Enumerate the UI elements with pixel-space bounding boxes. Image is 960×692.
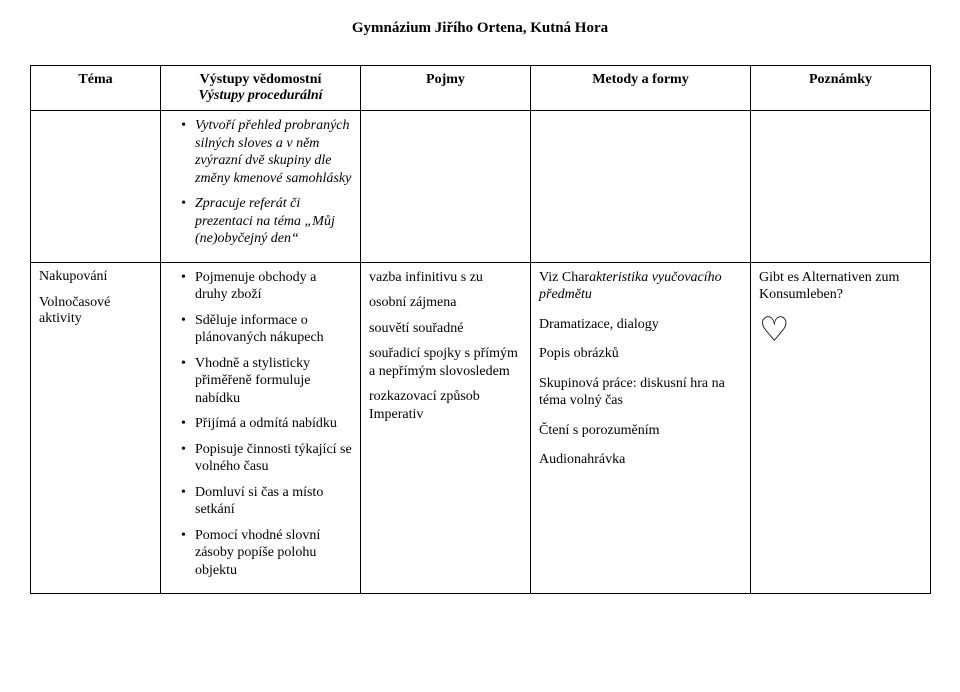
col-header-vystupy: Výstupy vědomostní Výstupy procedurální xyxy=(161,66,361,111)
col-header-metody: Metody a formy xyxy=(531,66,751,111)
metody-line: Čtení s porozuměním xyxy=(539,422,742,440)
cell-r2-c5: Gibt es Alternativen zum Konsumleben? ♡ xyxy=(751,262,931,594)
theme-line: Nakupování xyxy=(39,269,152,285)
list-item: Zpracuje referát či prezentaci na téma „… xyxy=(185,195,352,248)
cell-r2-c4: Viz Charakteristika vyučovacího předmětu… xyxy=(531,262,751,594)
cell-r1-c5 xyxy=(751,111,931,263)
metody-line: Popis obrázků xyxy=(539,345,742,363)
pojmy-line: rozkazovací způsob Imperativ xyxy=(369,388,522,423)
theme-line: Volnočasové aktivity xyxy=(39,295,152,327)
heart-icon: ♡ xyxy=(759,314,922,348)
table-row: Vytvoří přehled probraných silných slove… xyxy=(31,111,931,263)
pojmy-line: osobní zájmena xyxy=(369,294,522,312)
metody-line: Skupinová práce: diskusní hra na téma vo… xyxy=(539,375,742,410)
list-item: Pojmenuje obchody a druhy zboží xyxy=(185,269,352,304)
list-item: Pomocí vhodné slovní zásoby popíše poloh… xyxy=(185,527,352,580)
cell-r2-c2: Pojmenuje obchody a druhy zboží Sděluje … xyxy=(161,262,361,594)
list-item: Popisuje činnosti týkající se volného ča… xyxy=(185,441,352,476)
list-item: Domluví si čas a místo setkání xyxy=(185,484,352,519)
r2-c2-list: Pojmenuje obchody a druhy zboží Sděluje … xyxy=(169,269,352,580)
metody-line: Viz Charakteristika vyučovacího předmětu xyxy=(539,269,742,304)
list-item: Přijímá a odmítá nabídku xyxy=(185,415,352,433)
r1-c2-list: Vytvoří přehled probraných silných slove… xyxy=(169,117,352,248)
curriculum-table: Téma Výstupy vědomostní Výstupy procedur… xyxy=(30,65,931,594)
table-row: Nakupování Volnočasové aktivity Pojmenuj… xyxy=(31,262,931,594)
col-header-vystupy-line2: Výstupy procedurální xyxy=(169,88,352,104)
col-header-vystupy-line1: Výstupy vědomostní xyxy=(169,72,352,88)
pojmy-line: vazba infinitivu s zu xyxy=(369,269,522,287)
cell-r1-c4 xyxy=(531,111,751,263)
col-header-tema: Téma xyxy=(31,66,161,111)
col-header-poznamky: Poznámky xyxy=(751,66,931,111)
cell-r1-c3 xyxy=(361,111,531,263)
cell-r1-c1 xyxy=(31,111,161,263)
page-title: Gymnázium Jiřího Ortena, Kutná Hora xyxy=(30,20,930,37)
list-item: Vhodně a stylisticky přiměřeně formuluje… xyxy=(185,355,352,408)
cell-r1-c2: Vytvoří přehled probraných silných slove… xyxy=(161,111,361,263)
cell-r2-c3: vazba infinitivu s zu osobní zájmena sou… xyxy=(361,262,531,594)
list-item: Vytvoří přehled probraných silných slove… xyxy=(185,117,352,187)
table-header-row: Téma Výstupy vědomostní Výstupy procedur… xyxy=(31,66,931,111)
pojmy-line: souřadicí spojky s přímým a nepřímým slo… xyxy=(369,345,522,380)
poznamky-line: Gibt es Alternativen zum Konsumleben? xyxy=(759,269,922,304)
list-item: Sděluje informace o plánovaných nákupech xyxy=(185,312,352,347)
metody-line: Dramatizace, dialogy xyxy=(539,316,742,334)
metody-text: Viz Char xyxy=(539,270,589,285)
metody-line: Audionahrávka xyxy=(539,451,742,469)
pojmy-line: souvětí souřadné xyxy=(369,320,522,338)
col-header-pojmy: Pojmy xyxy=(361,66,531,111)
cell-r2-c1: Nakupování Volnočasové aktivity xyxy=(31,262,161,594)
